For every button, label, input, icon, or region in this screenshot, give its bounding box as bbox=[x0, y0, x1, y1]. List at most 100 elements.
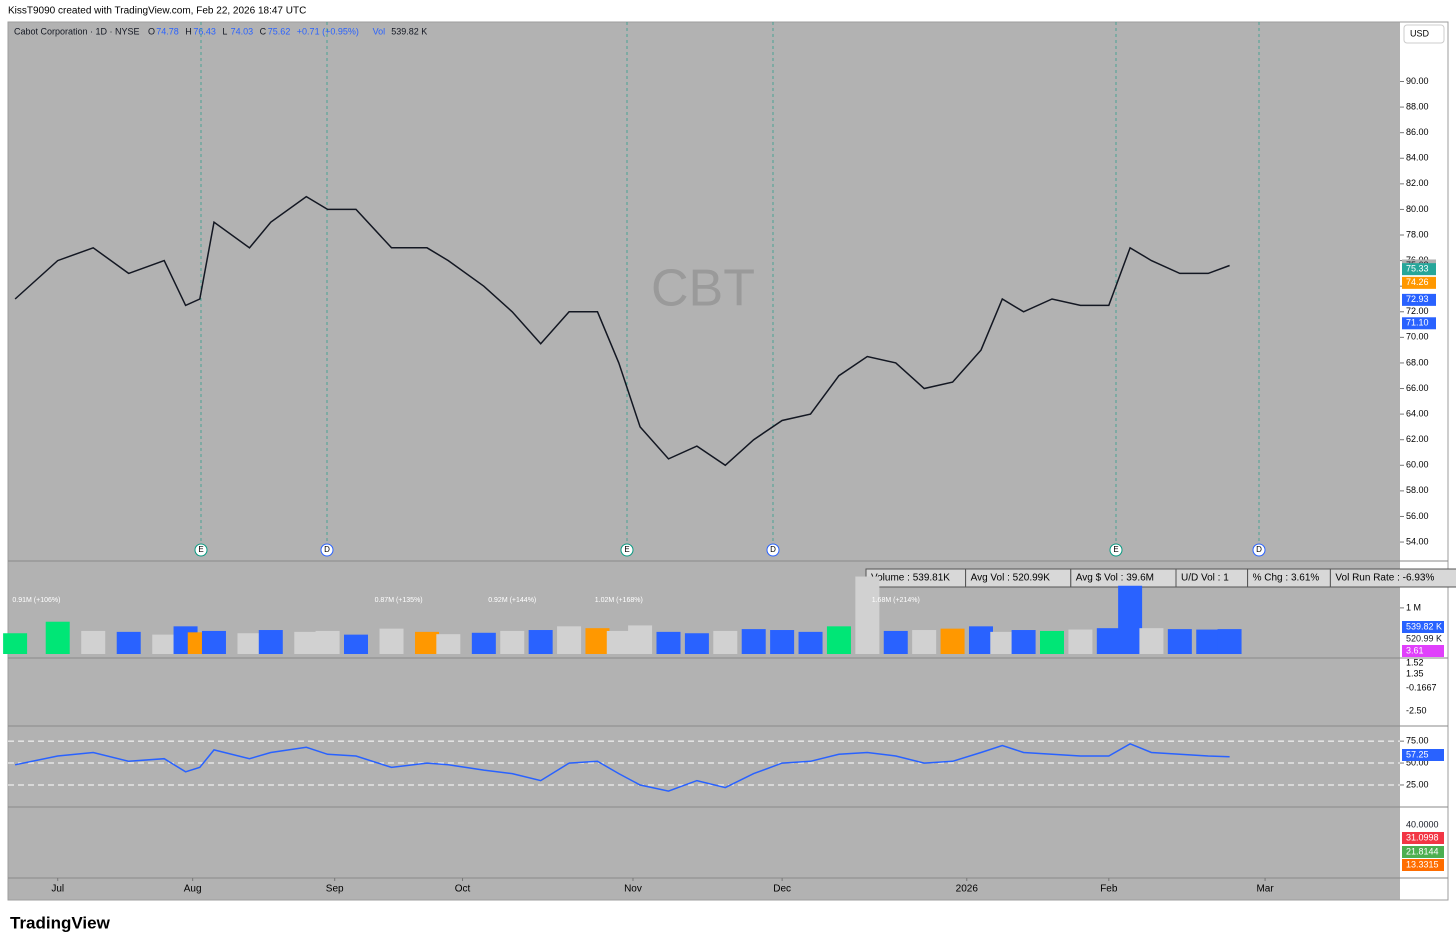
ohlc-item: Vol bbox=[373, 26, 386, 36]
volume-bar bbox=[990, 631, 1015, 654]
volume-bar bbox=[116, 631, 141, 654]
y-tick-label: 58.00 bbox=[1406, 485, 1429, 495]
ohlc-item: 75.62 bbox=[268, 26, 291, 36]
event-icon bbox=[620, 543, 634, 557]
volume-bar bbox=[237, 633, 262, 654]
volume-bar bbox=[315, 630, 340, 654]
volume-bar bbox=[1118, 585, 1143, 654]
volume-bar bbox=[912, 630, 937, 654]
event-label: E bbox=[198, 545, 203, 554]
last-label-bg bbox=[1402, 645, 1444, 657]
last-label: 520.99 K bbox=[1406, 633, 1442, 643]
volume-bar bbox=[436, 634, 461, 654]
y-tick-label: 68.00 bbox=[1406, 357, 1429, 367]
volume-bar bbox=[684, 633, 709, 654]
y-tick-label: 25.00 bbox=[1406, 779, 1429, 789]
x-tick-label: Mar bbox=[1256, 884, 1274, 895]
volume-bar bbox=[81, 630, 106, 654]
price-label: 71.10 bbox=[1406, 318, 1429, 328]
event-label: D bbox=[770, 545, 776, 554]
y-tick-label: 88.00 bbox=[1406, 101, 1429, 111]
volume-bar bbox=[1068, 629, 1093, 654]
ohlc-item: H bbox=[185, 26, 192, 36]
last-label: 539.82 K bbox=[1406, 621, 1442, 631]
info-text: Vol Run Rate : -6.93% bbox=[1335, 573, 1434, 584]
price-label-bg bbox=[1402, 293, 1436, 306]
volume-annotation: 0.91M (+106%) bbox=[12, 597, 60, 604]
volume-bar bbox=[152, 634, 177, 654]
volume-bar bbox=[379, 628, 404, 654]
volume-bar bbox=[1040, 630, 1064, 654]
event-icon bbox=[1109, 543, 1123, 557]
event-icon bbox=[766, 543, 780, 557]
x-tick-label: Feb bbox=[1100, 884, 1118, 895]
volume-bar bbox=[415, 631, 440, 654]
event-label: D bbox=[1256, 545, 1262, 554]
dmi-label-bg bbox=[1402, 859, 1444, 871]
ohlc-item: 74.78 bbox=[156, 26, 179, 36]
y-tick-label: 56.00 bbox=[1406, 511, 1429, 521]
y-tick-label: 78.00 bbox=[1406, 229, 1429, 239]
volume-bar bbox=[585, 628, 610, 654]
y-tick-label: 72.00 bbox=[1406, 306, 1429, 316]
currency-box[interactable] bbox=[1403, 24, 1445, 44]
chart-bg bbox=[8, 22, 1400, 900]
volume-bar bbox=[606, 630, 631, 654]
watermark: CBT bbox=[651, 260, 755, 318]
symbol: Cabot Corporation · 1D · NYSE bbox=[14, 26, 140, 36]
x-tick-label: Jul bbox=[51, 884, 64, 895]
y-tick-label: 90.00 bbox=[1406, 76, 1429, 86]
volume-bar bbox=[557, 626, 582, 654]
y-tick-label: 66.00 bbox=[1406, 383, 1429, 393]
dmi-label-bg bbox=[1402, 832, 1444, 844]
price-line bbox=[14, 742, 1230, 792]
price-label: 75.33 bbox=[1406, 264, 1429, 274]
volume-bar bbox=[528, 630, 553, 654]
info-text: % Chg : 3.61% bbox=[1253, 573, 1320, 584]
x-tick-label: Aug bbox=[184, 884, 202, 895]
volume-bar bbox=[656, 631, 681, 654]
volume-bar bbox=[628, 625, 653, 654]
y-tick-label: 50.00 bbox=[1406, 757, 1429, 767]
event-label: E bbox=[624, 545, 629, 554]
price-label-bg bbox=[1402, 317, 1436, 330]
x-tick-label: Sep bbox=[326, 884, 344, 895]
y-tick-label: 62.00 bbox=[1406, 434, 1429, 444]
price-label-bg bbox=[1402, 276, 1436, 289]
y-tick-label: 75.00 bbox=[1406, 736, 1429, 746]
volume-bar bbox=[968, 626, 993, 654]
price-line bbox=[14, 195, 1230, 467]
ohlc-item: 76.43 bbox=[193, 26, 216, 36]
ohlc-item: 539.82 K bbox=[391, 26, 427, 36]
volume-bar bbox=[798, 631, 823, 654]
volume-annotation: 1.02M (+168%) bbox=[595, 597, 643, 604]
volume-bar bbox=[1096, 628, 1121, 654]
info-text: Avg Vol : 520.99K bbox=[971, 573, 1051, 584]
x-tick-label: Oct bbox=[455, 884, 471, 895]
volume-bar bbox=[3, 633, 28, 654]
ohlc-item: C bbox=[260, 26, 267, 36]
dmi-label: 40.0000 bbox=[1406, 819, 1439, 829]
volume-bar bbox=[471, 632, 496, 654]
attribution: KissT9090 created with TradingView.com, … bbox=[8, 6, 306, 17]
info-text: Avg $ Vol : 39.6M bbox=[1076, 573, 1154, 584]
volume-bar bbox=[883, 630, 908, 654]
currency[interactable]: USD bbox=[1410, 28, 1430, 38]
event-icon bbox=[194, 543, 208, 557]
info-text: U/D Vol : 1 bbox=[1181, 573, 1229, 584]
volume-bar bbox=[1217, 629, 1242, 654]
info-cell bbox=[1329, 568, 1456, 588]
event-icon bbox=[1252, 543, 1266, 557]
x-tick-label: 2026 bbox=[956, 884, 979, 895]
macd-label: 1.52 bbox=[1406, 657, 1424, 667]
dmi-label-bg bbox=[1402, 846, 1444, 858]
volume-bar bbox=[940, 628, 965, 654]
price-label: 74.26 bbox=[1406, 277, 1429, 287]
volume-bar bbox=[1196, 629, 1221, 654]
volume-bar bbox=[45, 621, 70, 654]
y-tick-label: 70.00 bbox=[1406, 332, 1429, 342]
last-label-bg bbox=[1402, 621, 1444, 633]
volume-annotation: 1.68M (+214%) bbox=[872, 597, 920, 604]
y-tick-label: 84.00 bbox=[1406, 153, 1429, 163]
